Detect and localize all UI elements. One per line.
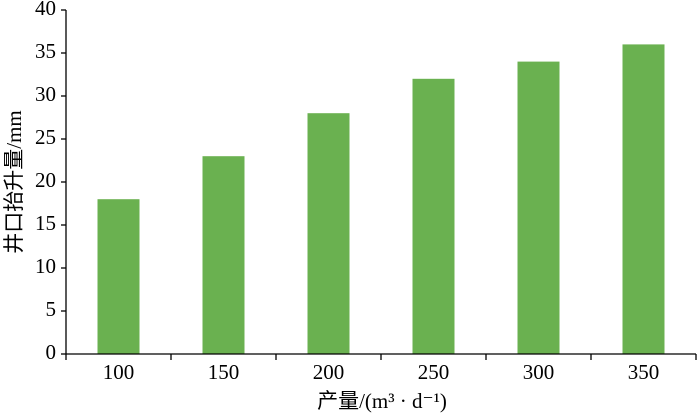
y-tick-label: 35 — [35, 39, 56, 63]
y-tick-label: 10 — [35, 254, 56, 278]
bar — [412, 78, 455, 355]
x-tick-label: 200 — [313, 360, 345, 384]
x-tick-label: 150 — [208, 360, 240, 384]
y-tick-label: 5 — [46, 297, 57, 321]
x-axis-label: 产量/(m³ · d⁻¹) — [317, 389, 447, 413]
bar — [97, 199, 140, 354]
bar — [517, 61, 560, 354]
bar — [202, 156, 245, 354]
x-tick-label: 300 — [523, 360, 555, 384]
bar — [307, 113, 350, 354]
x-tick-label: 350 — [628, 360, 660, 384]
y-tick-label: 15 — [35, 211, 56, 235]
x-tick-label: 100 — [103, 360, 135, 384]
y-tick-label: 25 — [35, 125, 56, 149]
y-tick-label: 0 — [46, 340, 57, 364]
bar — [622, 44, 665, 355]
y-tick-label: 20 — [35, 168, 56, 192]
y-tick-label: 40 — [35, 0, 56, 20]
x-tick-label: 250 — [418, 360, 450, 384]
y-axis-label: 井口抬升量/mm — [2, 110, 26, 254]
y-tick-label: 30 — [35, 82, 56, 106]
